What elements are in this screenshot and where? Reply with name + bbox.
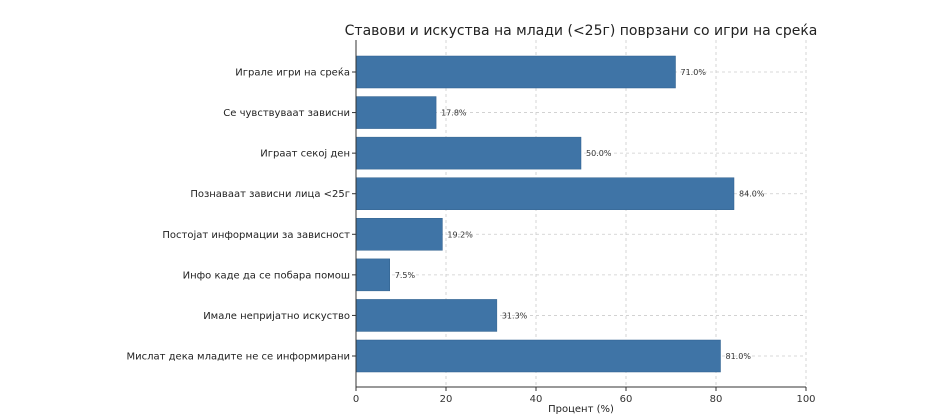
- x-tick-label: 100: [796, 394, 815, 405]
- data-label: 19.2%: [447, 230, 473, 239]
- bar: [355, 96, 437, 129]
- y-tick-label: Играле игри на среќа: [235, 67, 350, 79]
- x-axis-label: Процент (%): [548, 404, 614, 415]
- y-tick-label: Постојат информации за зависност: [162, 229, 350, 241]
- y-tick-label: Познаваат зависни лица <25г: [190, 189, 350, 200]
- data-label: 50.0%: [586, 149, 612, 158]
- bar: [355, 258, 390, 292]
- data-label: 7.5%: [395, 271, 416, 280]
- data-label: 84.0%: [739, 190, 765, 199]
- data-label: 71.0%: [681, 68, 707, 77]
- y-tick-label: Мислат дека младите не се информирани: [126, 352, 350, 363]
- y-tick-label: Инфо каде да се побара помош: [183, 270, 350, 281]
- y-tick-label: Играат секој ден: [260, 148, 350, 160]
- data-label: 17.8%: [441, 109, 467, 118]
- x-tick-label: 60: [620, 394, 633, 405]
- data-label: 31.3%: [502, 311, 528, 320]
- bar: [355, 299, 498, 332]
- chart-title: Ставови и искуства на млади (<25г) поврз…: [345, 23, 818, 39]
- bar: [355, 339, 721, 373]
- x-tick-label: 80: [710, 394, 723, 405]
- x-tick-label: 20: [440, 394, 453, 405]
- data-label: 81.0%: [726, 352, 752, 361]
- y-tick-label: Се чувствуваат зависни: [223, 108, 350, 119]
- bar: [355, 55, 676, 89]
- x-tick-label: 0: [353, 394, 359, 405]
- bar: [355, 177, 735, 210]
- x-tick-label: 40: [530, 394, 543, 405]
- bar: [355, 136, 582, 170]
- bar: [355, 218, 443, 251]
- y-tick-label: Имале непријатно искуство: [203, 310, 350, 322]
